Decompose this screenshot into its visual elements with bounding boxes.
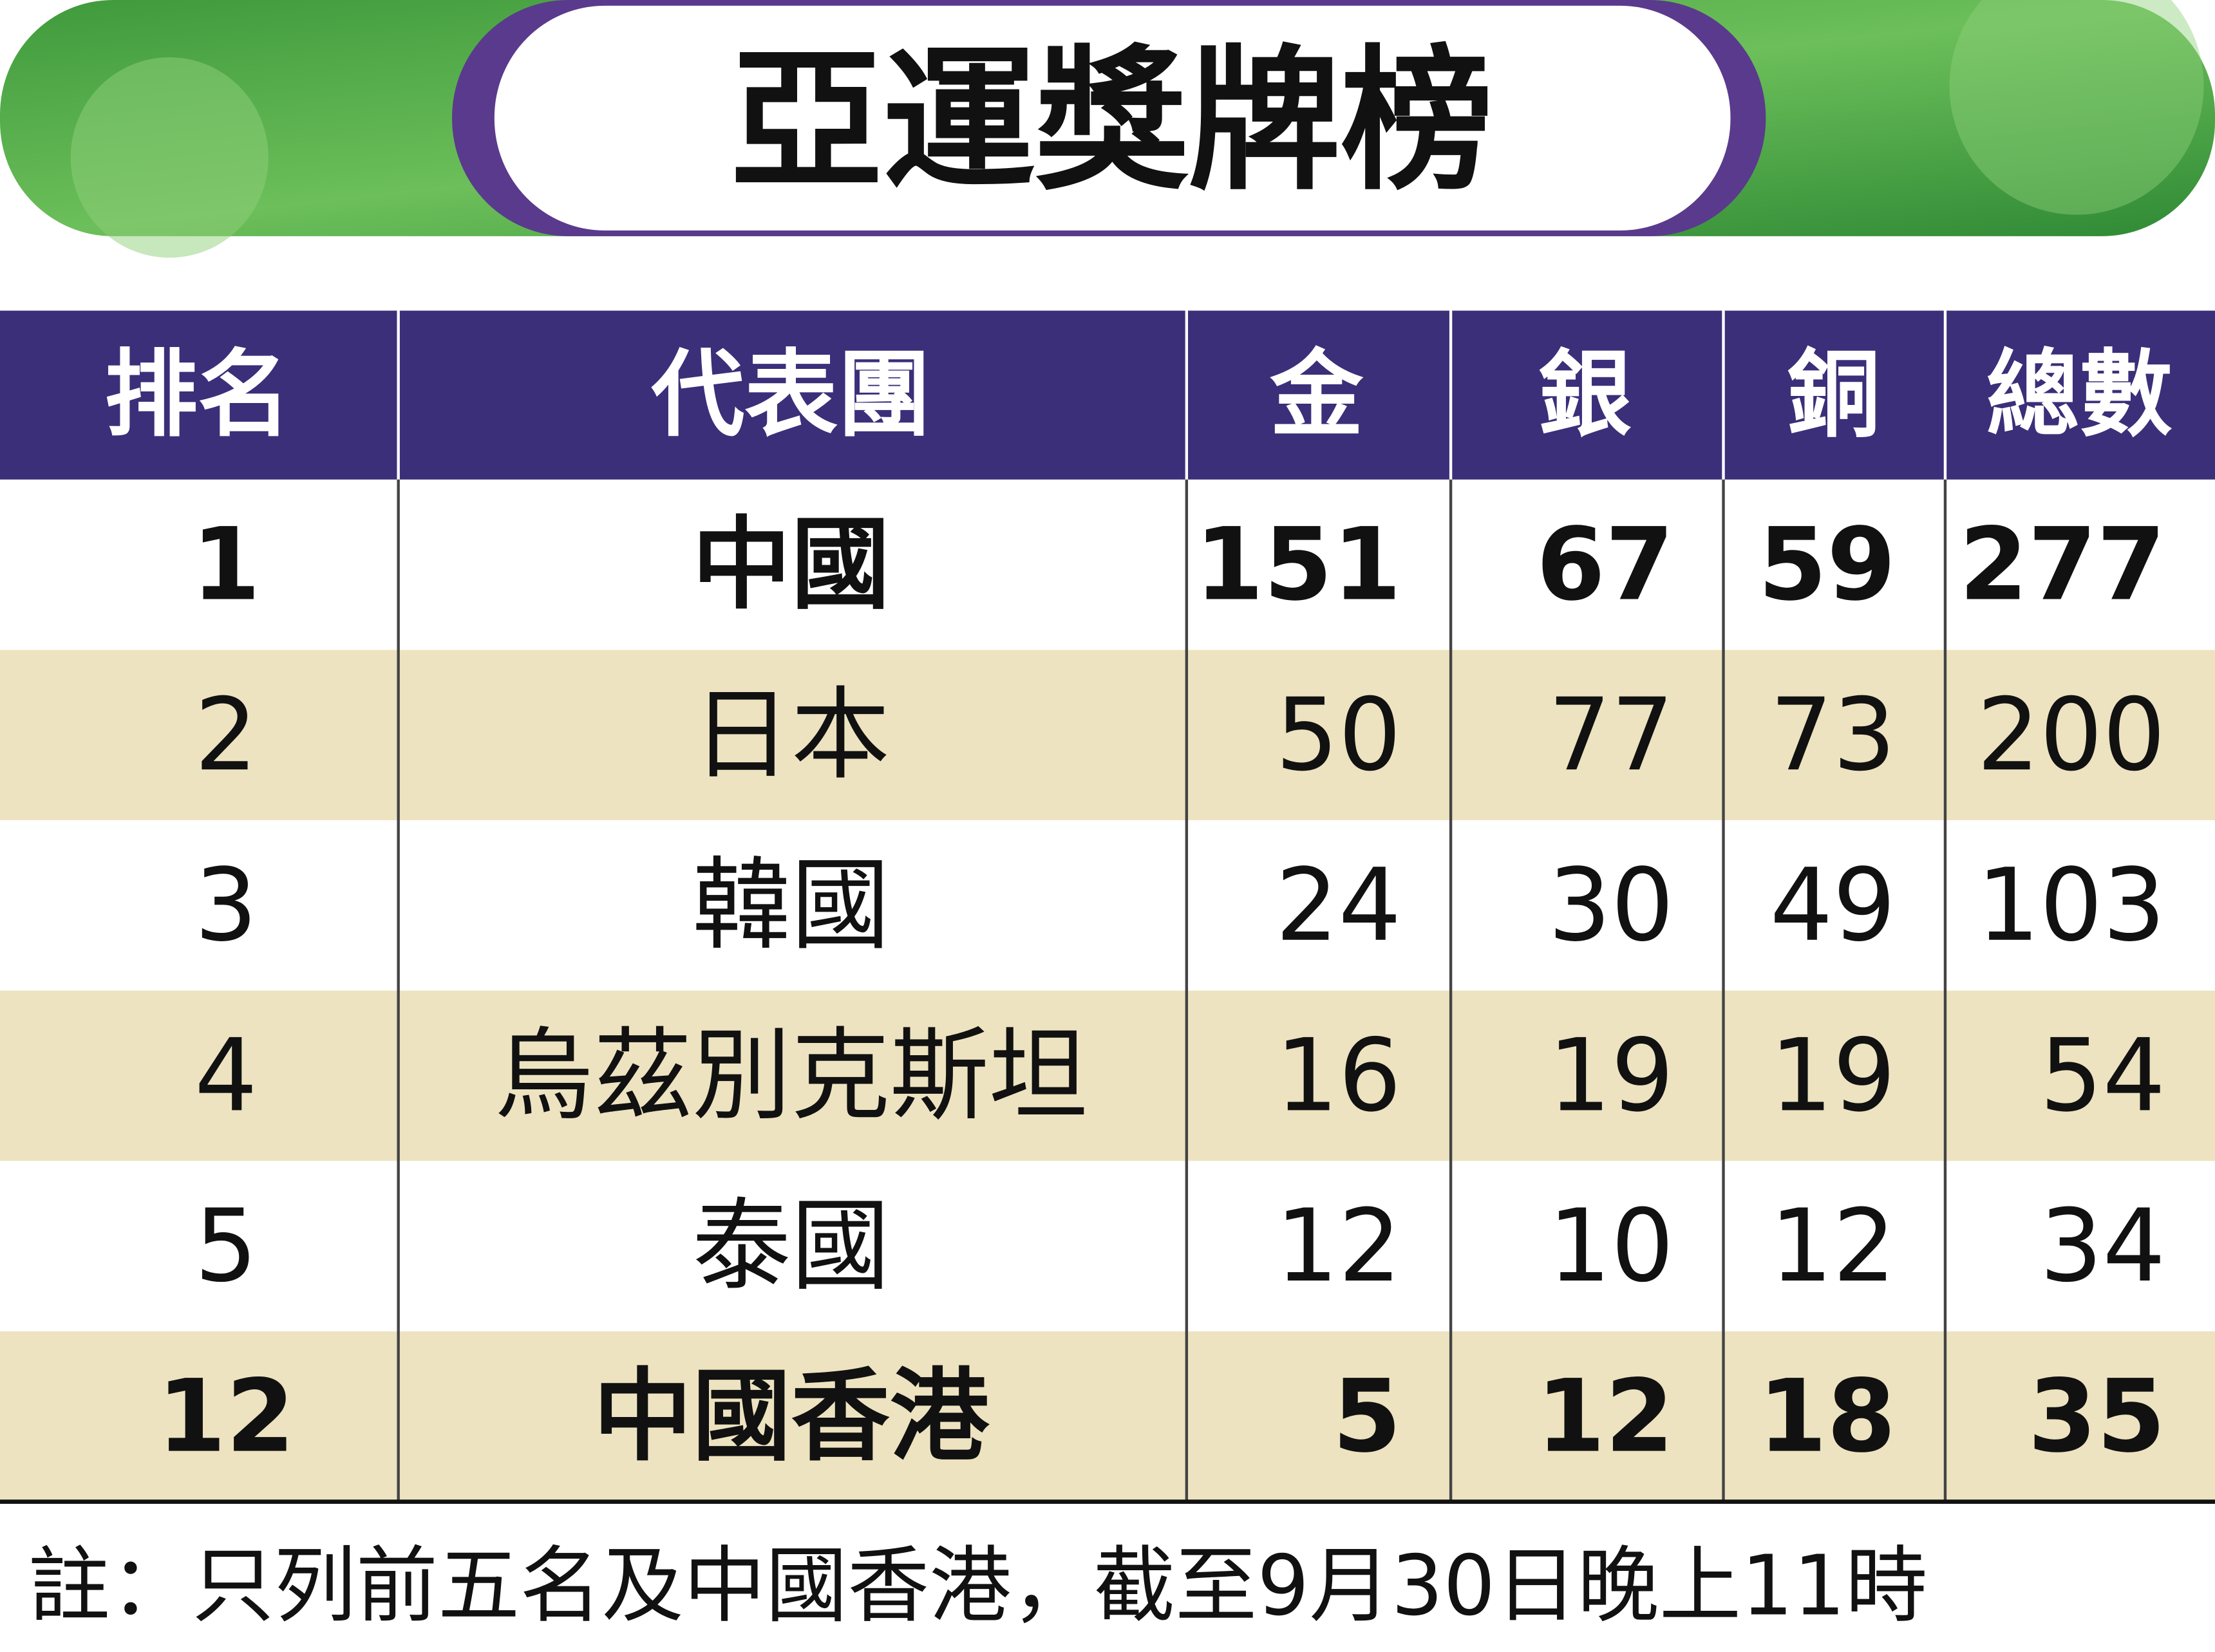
table-row: [0, 1331, 2215, 1502]
number-cell: 4: [194, 1017, 258, 1134]
number-cell: 50: [1276, 677, 1401, 793]
number-cell: 5: [194, 1188, 258, 1304]
number-cell: 49: [1770, 847, 1896, 964]
team-cell: 中國香港: [593, 1358, 990, 1475]
number-cell: 35: [2028, 1358, 2166, 1475]
title-pill: [494, 5, 1731, 230]
table-row: [0, 990, 2215, 1161]
number-cell: 10: [1548, 1188, 1673, 1304]
number-cell: 59: [1758, 507, 1896, 623]
number-cell: 5: [1332, 1358, 1401, 1475]
decoration: [1949, 0, 2204, 215]
banner: 亞運獎牌榜: [0, 0, 2215, 258]
title: 亞運獎牌榜: [730, 32, 1493, 212]
number-cell: 12: [1770, 1188, 1896, 1304]
number-cell: 24: [1276, 847, 1401, 964]
table-row: [0, 820, 2215, 991]
header-row: [0, 310, 2215, 480]
header-cell: 總數: [1986, 341, 2173, 450]
number-cell: 277: [1959, 507, 2166, 623]
number-cell: 77: [1548, 677, 1673, 793]
decoration: [70, 57, 269, 258]
number-cell: 19: [1548, 1017, 1673, 1134]
number-cell: 30: [1548, 847, 1673, 964]
header-cell: 排名: [104, 341, 291, 450]
number-cell: 18: [1758, 1358, 1896, 1475]
number-cell: 12: [1276, 1188, 1401, 1304]
number-cell: 16: [1276, 1017, 1401, 1134]
number-cell: 12: [157, 1358, 295, 1475]
number-cell: 19: [1770, 1017, 1896, 1134]
team-cell: 中國: [692, 507, 890, 623]
number-cell: 12: [1536, 1358, 1674, 1475]
team-cell: 日本: [692, 677, 890, 793]
team-cell: 韓國: [692, 847, 890, 964]
header-cell: 代表團: [650, 341, 930, 450]
number-cell: 2: [194, 677, 258, 793]
number-cell: 151: [1195, 507, 1402, 623]
number-cell: 103: [1977, 847, 2165, 964]
table-row: [0, 650, 2215, 821]
number-cell: 3: [194, 847, 258, 964]
number-cell: 67: [1536, 507, 1674, 623]
number-cell: 34: [2040, 1188, 2165, 1304]
header-cell: 銅: [1787, 341, 1880, 450]
table: 排名 代表團 金 銀 銅總數 1 中國 151 67 59 277 2 日本 50 77 73 200 3 韓國 24…: [0, 310, 2215, 1504]
number-cell: 1: [192, 507, 261, 623]
team-cell: 泰國: [692, 1188, 890, 1304]
note: 註：只列前五名及中國香港，截至9月30日晚上11時: [28, 1538, 1927, 1635]
table-row: [0, 1161, 2215, 1331]
header-cell: 金: [1269, 341, 1364, 450]
number-cell: 73: [1770, 677, 1896, 793]
table-row: [0, 479, 2215, 650]
number-cell: 200: [1977, 677, 2165, 793]
header-cell: 銀: [1538, 341, 1632, 450]
number-cell: 54: [2040, 1017, 2165, 1134]
team-cell: 烏茲別克斯坦: [495, 1017, 1088, 1134]
